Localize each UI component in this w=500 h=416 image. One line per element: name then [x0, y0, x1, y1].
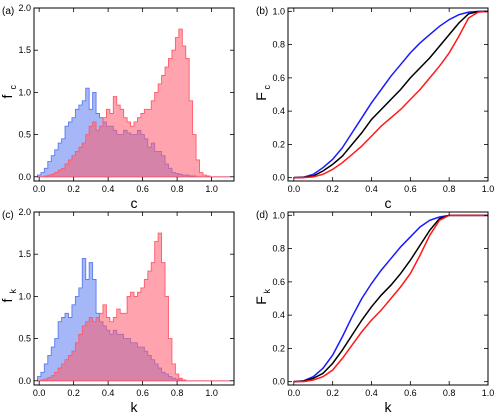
x-tick-label: 0.0	[33, 388, 46, 398]
y-axis-label-subscript: k	[262, 289, 272, 294]
x-tick-label: 1.0	[482, 184, 495, 194]
y-axis-label-main: F	[253, 296, 269, 305]
x-tick-label: 0.8	[443, 184, 456, 194]
y-tick-label: 1.0	[18, 291, 31, 301]
x-tick-label: 0.4	[102, 184, 115, 194]
y-axis-label-subscript: c	[262, 85, 272, 90]
cdf-line-2	[293, 10, 489, 179]
x-axis-label: k	[385, 399, 393, 415]
plot-frame	[287, 211, 489, 386]
y-tick-label: 1.0	[18, 87, 31, 97]
y-tick-label: 0.4	[272, 310, 285, 320]
y-tick-label: 0.0	[18, 172, 31, 182]
x-tick-label: 0.6	[136, 184, 149, 194]
cdf-line-1	[293, 10, 489, 179]
panel-a: 0.0 0.2 0.4 0.6 0.8 1.00.00.51.01.52.0(a)cfc	[0, 3, 235, 211]
y-tick-label: 0.6	[272, 73, 285, 83]
x-tick-label: 0.8	[171, 388, 184, 398]
x-axis-label: k	[131, 399, 139, 415]
x-tick-label: 0.4	[102, 388, 115, 398]
x-tick-label: 0.2	[326, 184, 339, 194]
x-tick-label: 0.6	[404, 388, 417, 398]
plot-frame	[287, 7, 489, 182]
x-axis-label: c	[385, 195, 392, 211]
cdf-line-2	[293, 214, 488, 383]
y-axis-label: Fk	[253, 289, 272, 305]
histogram-series-1	[37, 232, 231, 382]
panel-label: (a)	[2, 6, 14, 17]
panel-c: 0.0 0.2 0.4 0.6 0.8 1.00.00.51.01.52.0(c)kfk	[0, 207, 235, 415]
y-axis-label-main: f	[0, 94, 15, 98]
y-axis-label-main: f	[0, 298, 15, 302]
x-tick-label: 0.2	[67, 184, 80, 194]
y-axis-label: fc	[0, 85, 18, 99]
y-tick-label: 0.8	[272, 244, 285, 254]
y-tick-label: 1.5	[18, 45, 31, 55]
panel-b: 0.0 0.2 0.4 0.6 0.8 1.0 0.0 0.2 0.4 0.6 0.8 1.0 (b) c…	[253, 6, 494, 211]
x-tick-label: 0.6	[404, 184, 417, 194]
histogram-series-1	[37, 28, 231, 178]
y-tick-label: 0.0	[18, 376, 31, 386]
y-axis-label-subscript: k	[8, 289, 18, 294]
panel-d: 0.0 0.2 0.4 0.6 0.8 1.0 0.0 0.2 0.4 0.6 0.8 1.0 (d) k…	[253, 210, 494, 415]
y-axis-label-main: F	[253, 92, 269, 101]
y-tick-label: 0.2	[272, 139, 285, 149]
y-tick-label: 1.0	[272, 6, 285, 16]
x-tick-label: 0.2	[67, 388, 80, 398]
y-tick-label: 0.0	[272, 173, 285, 183]
y-tick-label: 1.0	[272, 210, 285, 220]
x-tick-label: 0.0	[33, 184, 46, 194]
x-tick-label: 0.8	[443, 388, 456, 398]
y-tick-label: 1.5	[18, 249, 31, 259]
y-tick-label: 2.0	[18, 3, 31, 13]
x-tick-label: 0.4	[365, 388, 378, 398]
plot-frame	[33, 211, 235, 386]
y-tick-label: 0.8	[272, 40, 285, 50]
cdf-line-0	[293, 10, 488, 179]
x-tick-label: 0.2	[326, 388, 339, 398]
y-tick-label: 0.5	[18, 130, 31, 140]
y-axis-label: Fc	[253, 85, 272, 101]
y-tick-label: 0.2	[272, 343, 285, 353]
y-tick-label: 0.5	[18, 334, 31, 344]
y-tick-label: 0.4	[272, 106, 285, 116]
x-tick-label: 1.0	[482, 388, 495, 398]
panel-label: (b)	[256, 6, 268, 17]
x-axis-label: c	[131, 195, 138, 211]
x-tick-label: 0.0	[288, 184, 301, 194]
y-axis-label-subscript: c	[8, 85, 18, 90]
y-tick-label: 0.0	[272, 377, 285, 387]
x-tick-label: 1.0	[205, 184, 218, 194]
x-tick-label: 0.8	[171, 184, 184, 194]
panel-label: (d)	[256, 210, 268, 221]
plot-frame	[33, 7, 235, 182]
x-tick-label: 0.6	[136, 388, 149, 398]
y-tick-label: 0.6	[272, 277, 285, 287]
x-tick-label: 1.0	[205, 388, 218, 398]
x-tick-label: 0.0	[288, 388, 301, 398]
y-axis-label: fk	[0, 289, 18, 303]
panel-label: (c)	[2, 210, 14, 221]
y-tick-label: 2.0	[18, 207, 31, 217]
x-tick-label: 0.4	[365, 184, 378, 194]
